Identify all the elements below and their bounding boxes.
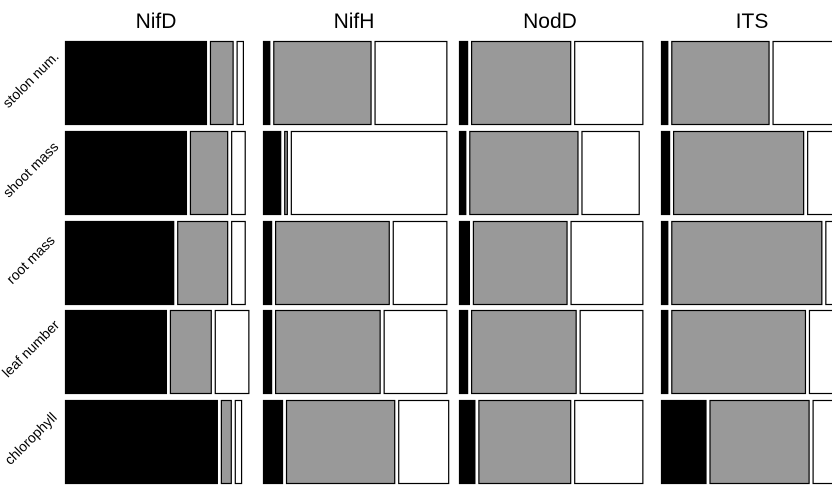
bar-segment-1 — [458, 130, 467, 216]
cell-nodd-row-5 — [458, 399, 644, 485]
bar-segment-3 — [807, 130, 832, 216]
bar-segment-2 — [709, 399, 810, 485]
bar-segment-1 — [262, 399, 284, 485]
bar-segment-1 — [660, 40, 669, 126]
bar-segment-3 — [570, 220, 644, 306]
row-label-root-mass: root mass — [3, 232, 58, 287]
bar-segment-3 — [383, 309, 448, 395]
bar-segment-2 — [220, 399, 232, 485]
cell-nodd-row-2 — [458, 130, 640, 216]
bar-segment-2 — [169, 309, 212, 395]
cell-nifh-row-3 — [262, 220, 448, 306]
bar-segment-3 — [579, 309, 644, 395]
cell-its-row-2 — [660, 130, 832, 216]
row-label-shoot-mass: shoot mass — [0, 138, 61, 200]
bar-segment-1 — [64, 130, 188, 216]
bar-segment-3 — [772, 40, 832, 126]
cell-its-row-5 — [660, 399, 832, 485]
cell-nifd-row-5 — [64, 399, 243, 485]
bar-segment-3 — [808, 309, 832, 395]
bar-segment-2 — [189, 130, 229, 216]
cell-nifd-row-2 — [64, 130, 246, 216]
cell-nifd-row-4 — [64, 309, 250, 395]
column-title-its: ITS — [736, 10, 769, 33]
row-labels: stolon num. shoot mass root mass leaf numbe… — [0, 48, 62, 468]
bar-segment-2 — [275, 309, 381, 395]
bar-segment-3 — [231, 220, 246, 306]
bar-segment-2 — [177, 220, 229, 306]
bar-segment-1 — [458, 40, 469, 126]
row-label-leaf-number: leaf number — [0, 316, 62, 380]
column-title-nifh: NifH — [334, 10, 375, 33]
cell-nodd-row-4 — [458, 309, 644, 395]
cell-nifd-row-1 — [64, 40, 244, 126]
bar-segment-3 — [812, 399, 832, 485]
bar-segment-1 — [262, 130, 282, 216]
cell-nifh-row-5 — [262, 399, 450, 485]
cell-nodd-row-3 — [458, 220, 644, 306]
bar-segment-2 — [671, 220, 823, 306]
bar-segment-2 — [273, 40, 372, 126]
column-titles: NifD NifH NodD ITS — [136, 10, 769, 33]
bar-segment-1 — [64, 399, 218, 485]
column-title-nodd: NodD — [523, 10, 577, 33]
cell-nodd-row-1 — [458, 40, 644, 126]
chart-cells — [64, 40, 832, 485]
bar-segment-3 — [231, 130, 246, 216]
bar-segment-1 — [262, 220, 273, 306]
bar-segment-2 — [275, 220, 390, 306]
bar-segment-3 — [374, 40, 448, 126]
bar-segment-2 — [671, 309, 807, 395]
bar-segment-2 — [672, 130, 805, 216]
bar-segment-1 — [262, 309, 273, 395]
bar-segment-3 — [581, 130, 640, 216]
cell-its-row-4 — [660, 309, 832, 395]
bar-segment-1 — [458, 220, 471, 306]
bar-segment-1 — [660, 220, 669, 306]
bar-segment-2 — [209, 40, 234, 126]
bar-segment-1 — [262, 40, 271, 126]
bar-segment-3 — [825, 220, 832, 306]
bar-segment-3 — [392, 220, 448, 306]
cell-nifh-row-2 — [262, 130, 448, 216]
bar-segment-1 — [64, 40, 208, 126]
bar-segment-2 — [471, 309, 577, 395]
bar-segment-3 — [574, 40, 644, 126]
cell-nifh-row-4 — [262, 309, 448, 395]
bar-segment-3 — [236, 40, 244, 126]
column-title-nifd: NifD — [136, 10, 177, 33]
bar-segment-2 — [469, 130, 579, 216]
bar-segment-2 — [284, 130, 288, 216]
bar-segment-1 — [458, 399, 476, 485]
bar-segment-1 — [64, 309, 168, 395]
cell-its-row-3 — [660, 220, 832, 306]
bar-segment-1 — [458, 309, 469, 395]
bar-segment-1 — [660, 130, 671, 216]
bar-segment-2 — [671, 40, 770, 126]
bar-segment-2 — [471, 40, 572, 126]
cell-its-row-1 — [660, 40, 832, 126]
row-label-chlorophyll: chlorophyll — [1, 409, 60, 468]
cell-nifh-row-1 — [262, 40, 448, 126]
bar-segment-3 — [398, 399, 450, 485]
bar-segment-2 — [285, 399, 396, 485]
bar-segment-1 — [660, 399, 707, 485]
bar-segment-2 — [472, 220, 568, 306]
cell-nifd-row-3 — [64, 220, 246, 306]
bar-segment-3 — [234, 399, 243, 485]
bar-segment-3 — [290, 130, 448, 216]
bar-segment-2 — [478, 399, 572, 485]
row-label-stolon-num: stolon num. — [0, 48, 62, 110]
bar-segment-1 — [64, 220, 175, 306]
bar-segment-1 — [660, 309, 669, 395]
bar-segment-3 — [574, 399, 644, 485]
bar-segment-3 — [214, 309, 250, 395]
